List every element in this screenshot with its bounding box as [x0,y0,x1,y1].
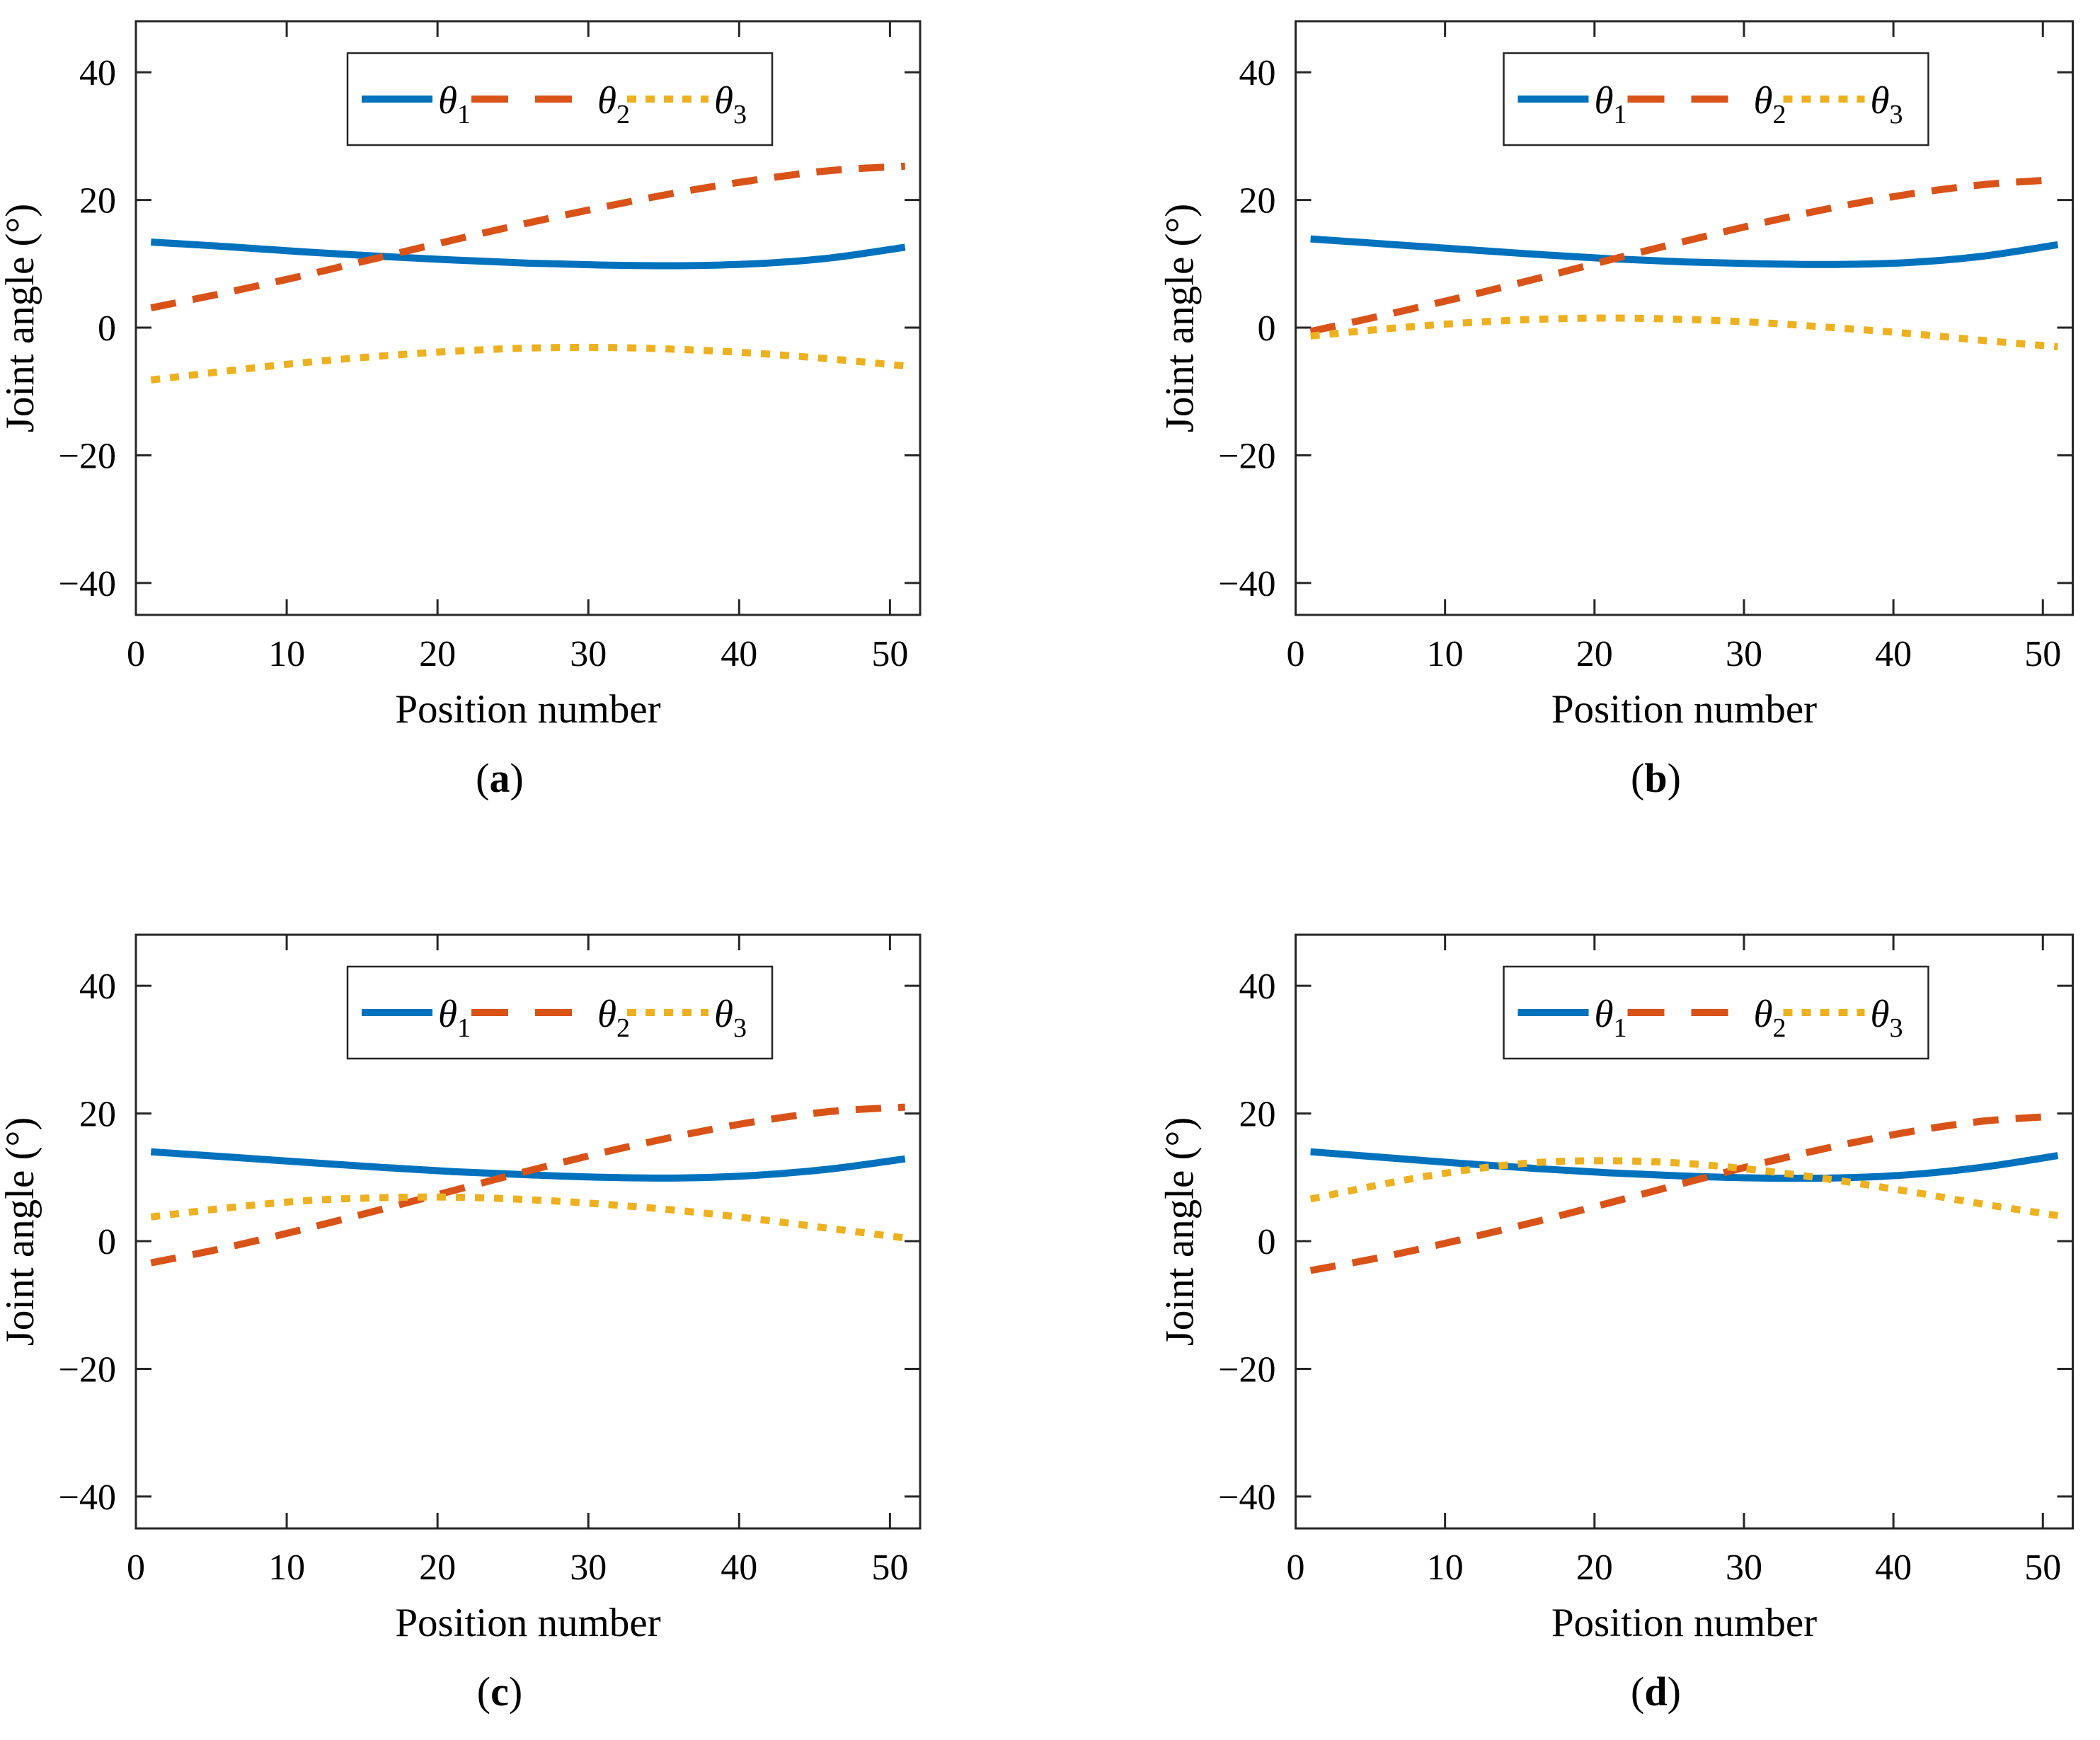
y-tick-label: 0 [98,309,116,349]
subplot-cell-b: 0 10 20 30 40 50 −40 −20 0 20 40 θ1 θ2 θ3 Position num… [1050,0,2100,870]
y-tick-label: −40 [59,1477,116,1517]
axes-box [134,933,922,1529]
y-tick-label: −40 [1218,1477,1275,1517]
series-curve-theta3 [150,1193,906,1241]
subplot-cell-d: 0 10 20 30 40 50 −40 −20 0 20 40 θ1 θ2 θ3 Position num… [1050,870,2100,1740]
x-tick-label: 0 [1286,634,1304,674]
legend-entry-label: θ2 [597,79,630,129]
y-tick-label: −20 [59,1349,116,1390]
x-tick-label: 40 [721,634,757,674]
series-curve-theta2 [150,1103,905,1267]
x-tick-label: 50 [871,634,908,674]
y-tick-label: −40 [1218,564,1275,604]
y-axis-label: Joint angle (°) [1157,204,1202,433]
x-tick-label: 30 [570,634,607,674]
x-axis-label: Position number [395,1601,660,1645]
x-tick-label: 20 [1576,634,1612,674]
series-curve-theta1 [1309,235,2058,268]
y-axis-label: Joint angle (°) [1157,1117,1202,1346]
y-tick-label: −20 [1218,1349,1275,1390]
series-curve-theta3 [1309,314,2058,351]
subplot-caption: (d) [1631,1669,1681,1715]
x-tick-label: 0 [127,634,145,674]
subplot-cell-c: 0 10 20 30 40 50 −40 −20 0 20 40 θ1 θ2 θ3 Position num… [0,870,1050,1740]
legend-entry-label: θ3 [1870,992,1903,1043]
series-curve-theta1 [1309,1148,2058,1182]
y-tick-label: 40 [1239,53,1275,93]
legend-entry-label: θ1 [1594,992,1626,1043]
series-curve-theta1 [150,238,906,270]
y-tick-label: 40 [79,967,116,1007]
subplot-d: 0 10 20 30 40 50 −40 −20 0 20 40 θ1 θ2 θ3 Position num… [1157,933,2074,1715]
x-tick-label: 50 [871,1548,908,1588]
x-tick-label: 0 [127,1548,145,1588]
legend-entry-label: θ3 [714,79,747,129]
legend-entry-label: θ3 [1870,79,1903,129]
legend-entry-label: θ3 [714,992,747,1043]
legend-entry-label: θ2 [1753,992,1786,1043]
axes-box [1294,20,2074,616]
y-tick-label: 40 [79,53,116,93]
series-curve-theta1 [150,1148,906,1182]
x-tick-label: 20 [1576,1548,1612,1588]
x-tick-label: 10 [1426,1548,1463,1588]
x-axis-label: Position number [395,687,660,732]
y-axis-label: Joint angle (°) [0,1117,42,1346]
x-tick-label: 20 [419,634,456,674]
y-tick-label: 20 [1239,1094,1275,1134]
series-curve-theta2 [1309,175,2058,335]
y-tick-label: 0 [1257,309,1275,349]
legend-entry-label: θ1 [1594,79,1626,129]
y-tick-label: 20 [79,1094,116,1134]
legend-entry-label: θ1 [438,79,471,129]
y-axis-label: Joint angle (°) [0,204,42,433]
y-tick-label: 20 [1239,181,1275,221]
legend: θ1 θ2 θ3 [1502,52,1929,146]
y-tick-label: 20 [79,181,116,221]
axes-box [134,20,922,616]
subplot-c: 0 10 20 30 40 50 −40 −20 0 20 40 θ1 θ2 θ3 Position num… [0,933,922,1715]
x-tick-label: 10 [268,1548,305,1588]
subplot-b: 0 10 20 30 40 50 −40 −20 0 20 40 θ1 θ2 θ3 Position num… [1157,20,2074,801]
legend-entry-label: θ1 [438,992,471,1043]
legend: θ1 θ2 θ3 [1502,965,1929,1059]
x-tick-label: 10 [268,634,305,674]
x-axis-label: Position number [1551,1601,1816,1645]
series-curve-theta2 [1309,1112,2058,1274]
x-axis-label: Position number [1551,687,1816,732]
subplot-cell-a: 0 10 20 30 40 50 −40 −20 0 20 40 θ1 θ2 θ3 Position num… [0,0,1050,870]
subplot-caption: (a) [476,755,524,801]
y-tick-label: 40 [1239,967,1275,1007]
legend: θ1 θ2 θ3 [346,52,774,146]
y-tick-label: −40 [59,564,116,604]
x-tick-label: 50 [2024,1548,2061,1588]
x-tick-label: 10 [1426,634,1463,674]
legend-entry-label: θ2 [1753,79,1786,129]
y-tick-label: 0 [1257,1222,1275,1262]
x-tick-label: 20 [419,1548,456,1588]
x-tick-label: 40 [1875,1548,1912,1588]
x-tick-label: 50 [2024,634,2061,674]
legend: θ1 θ2 θ3 [346,965,774,1059]
x-tick-label: 30 [1725,634,1762,674]
x-tick-label: 30 [570,1548,607,1588]
x-tick-label: 40 [1875,634,1912,674]
axes-box [1294,933,2074,1529]
x-tick-label: 40 [721,1548,757,1588]
y-tick-label: −20 [59,436,116,476]
subplot-caption: (c) [477,1669,522,1715]
y-tick-label: −20 [1218,436,1275,476]
legend-entry-label: θ2 [597,992,630,1043]
x-tick-label: 0 [1286,1548,1304,1588]
series-curve-theta2 [150,162,905,312]
subplot-caption: (b) [1631,755,1681,801]
series-curve-theta3 [150,343,906,384]
x-tick-label: 30 [1725,1548,1762,1588]
y-tick-label: 0 [98,1222,116,1262]
subplot-a: 0 10 20 30 40 50 −40 −20 0 20 40 θ1 θ2 θ3 Position num… [0,20,922,801]
